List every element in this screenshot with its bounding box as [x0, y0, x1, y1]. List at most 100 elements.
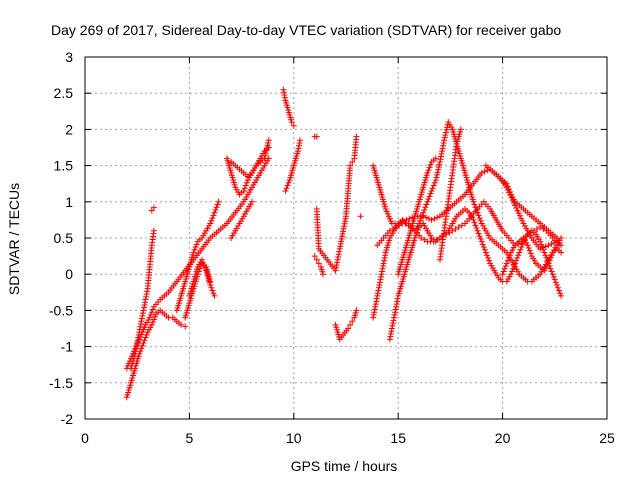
data-point	[241, 185, 248, 192]
data-point	[519, 241, 526, 248]
data-point	[425, 196, 432, 203]
data-point	[135, 331, 142, 338]
data-point	[242, 182, 249, 189]
data-point	[149, 306, 156, 313]
data-point	[475, 230, 482, 237]
data-point	[477, 235, 484, 242]
data-point	[142, 296, 149, 303]
data-point	[507, 271, 514, 278]
data-point	[527, 250, 534, 257]
data-point	[513, 257, 520, 264]
series-track-n	[332, 307, 360, 343]
data-point	[481, 246, 488, 253]
data-point	[214, 201, 221, 208]
data-point	[264, 142, 271, 149]
data-point	[526, 247, 533, 254]
data-point	[265, 139, 272, 146]
data-point	[290, 122, 297, 129]
data-point	[281, 92, 288, 99]
data-point	[516, 249, 523, 256]
data-point	[190, 249, 197, 256]
data-point	[420, 213, 427, 220]
data-point	[515, 210, 522, 217]
data-point	[457, 126, 464, 133]
data-point	[389, 322, 396, 329]
data-point	[347, 321, 354, 328]
data-point	[542, 243, 549, 250]
data-point	[512, 260, 519, 267]
data-point	[426, 164, 433, 171]
data-point	[313, 256, 320, 263]
data-point	[353, 133, 360, 140]
data-point	[428, 216, 435, 223]
data-point	[147, 311, 154, 318]
data-point	[433, 171, 440, 178]
data-point	[391, 311, 398, 318]
data-point	[284, 182, 291, 189]
data-point	[148, 309, 155, 316]
y-tick-label: -0.5	[49, 302, 73, 318]
data-point	[431, 179, 438, 186]
data-point	[207, 282, 214, 289]
data-point	[426, 193, 433, 200]
data-point	[349, 318, 356, 325]
data-point	[335, 254, 342, 261]
data-point	[506, 252, 513, 259]
data-point	[430, 238, 437, 245]
data-point	[143, 331, 150, 338]
data-point	[478, 169, 485, 176]
data-point	[349, 158, 356, 165]
data-point	[392, 306, 399, 313]
data-point	[477, 217, 484, 224]
data-point	[517, 246, 524, 253]
data-point	[430, 182, 437, 189]
data-point	[446, 229, 453, 236]
x-tick-label: 0	[81, 430, 89, 446]
data-point	[139, 310, 146, 317]
data-point	[440, 142, 447, 149]
data-point	[435, 164, 442, 171]
data-point	[386, 227, 393, 234]
data-point	[136, 326, 143, 333]
data-point	[558, 249, 565, 256]
data-point	[441, 134, 448, 141]
data-point	[134, 337, 141, 344]
data-point	[501, 265, 508, 272]
data-point	[210, 212, 217, 219]
data-point	[211, 292, 218, 299]
data-point	[441, 137, 448, 144]
x-tick-label: 10	[286, 430, 302, 446]
data-point	[552, 279, 559, 286]
data-point	[547, 254, 554, 261]
x-tick-label: 25	[599, 430, 615, 446]
data-point	[178, 321, 185, 328]
series-isolated	[148, 204, 364, 220]
data-point	[208, 217, 215, 224]
data-point	[345, 325, 352, 332]
data-point	[396, 222, 403, 229]
data-point	[263, 145, 270, 152]
data-point	[282, 187, 289, 194]
data-point	[334, 259, 341, 266]
data-point	[149, 319, 156, 326]
data-point	[207, 220, 214, 227]
data-point	[438, 153, 445, 160]
series-track-h	[228, 198, 256, 241]
data-point	[141, 301, 148, 308]
grid	[85, 57, 607, 419]
data-point	[243, 179, 250, 186]
data-point	[140, 339, 147, 346]
data-point	[371, 306, 378, 313]
data-point	[240, 187, 247, 194]
data-point	[193, 241, 200, 248]
data-point	[313, 133, 320, 140]
data-point	[428, 187, 435, 194]
data-point	[390, 317, 397, 324]
data-point	[514, 254, 521, 261]
data-point	[435, 166, 442, 173]
data-point	[133, 342, 140, 349]
data-point	[558, 235, 565, 241]
data-point	[433, 236, 440, 243]
data-point	[516, 212, 523, 219]
data-point	[418, 235, 425, 241]
